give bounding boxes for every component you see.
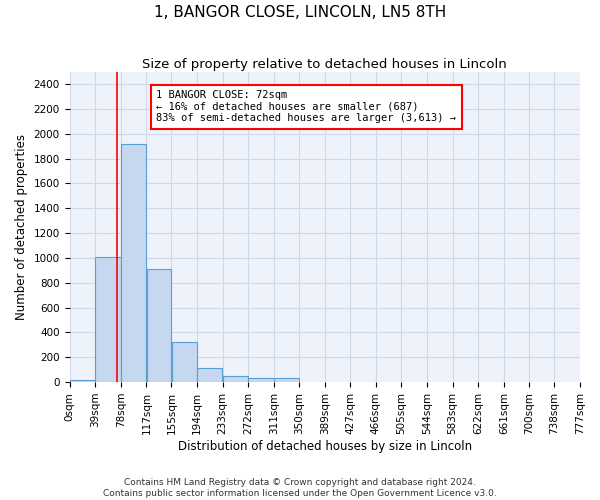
Title: Size of property relative to detached houses in Lincoln: Size of property relative to detached ho… xyxy=(142,58,507,70)
Bar xyxy=(121,144,146,382)
Bar xyxy=(223,376,248,382)
Bar xyxy=(197,368,223,382)
Text: 1, BANGOR CLOSE, LINCOLN, LN5 8TH: 1, BANGOR CLOSE, LINCOLN, LN5 8TH xyxy=(154,5,446,20)
Bar xyxy=(172,342,197,382)
Bar xyxy=(274,378,299,382)
Y-axis label: Number of detached properties: Number of detached properties xyxy=(15,134,28,320)
X-axis label: Distribution of detached houses by size in Lincoln: Distribution of detached houses by size … xyxy=(178,440,472,452)
Bar xyxy=(146,269,171,382)
Text: Contains HM Land Registry data © Crown copyright and database right 2024.
Contai: Contains HM Land Registry data © Crown c… xyxy=(103,478,497,498)
Bar xyxy=(95,256,121,382)
Text: 1 BANGOR CLOSE: 72sqm
← 16% of detached houses are smaller (687)
83% of semi-det: 1 BANGOR CLOSE: 72sqm ← 16% of detached … xyxy=(157,90,457,124)
Bar xyxy=(70,380,95,382)
Bar xyxy=(248,378,274,382)
